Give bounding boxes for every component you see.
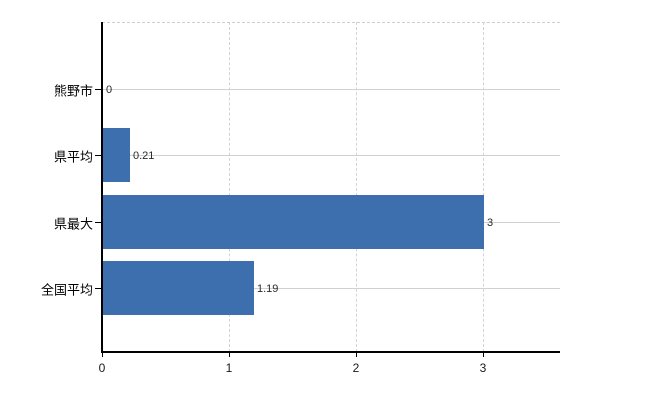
x-tick-label: 2	[352, 361, 360, 375]
y-tick-mark	[95, 89, 101, 90]
x-tick-label: 1	[225, 361, 233, 375]
x-tick-mark	[483, 352, 484, 357]
value-label: 0.21	[133, 150, 155, 162]
x-tick-label: 0	[98, 361, 106, 375]
category-label: 全国平均	[40, 282, 93, 298]
y-tick-mark	[95, 222, 101, 223]
horizontal-gridline	[102, 288, 560, 289]
y-tick-mark	[95, 288, 101, 289]
bar-3	[103, 261, 254, 315]
value-label: 0	[106, 84, 113, 96]
horizontal-gridline	[102, 89, 560, 90]
category-label: 県平均	[53, 149, 93, 165]
vertical-gridline	[483, 22, 484, 352]
x-tick-label: 3	[479, 361, 487, 375]
x-tick-mark	[229, 352, 230, 357]
plot-top-border	[102, 22, 560, 23]
y-tick-mark	[95, 155, 101, 156]
value-label: 1.19	[257, 283, 279, 295]
value-label: 3	[487, 217, 494, 229]
x-tick-mark	[356, 352, 357, 357]
y-axis-line	[101, 22, 103, 352]
x-tick-mark	[102, 352, 103, 357]
category-label: 県最大	[53, 216, 93, 232]
vertical-gridline	[229, 22, 230, 352]
horizontal-gridline	[102, 155, 560, 156]
vertical-gridline	[356, 22, 357, 352]
bar-2	[103, 195, 484, 249]
x-axis-line	[101, 351, 560, 353]
bar-1	[103, 128, 130, 182]
category-label: 熊野市	[53, 83, 93, 99]
